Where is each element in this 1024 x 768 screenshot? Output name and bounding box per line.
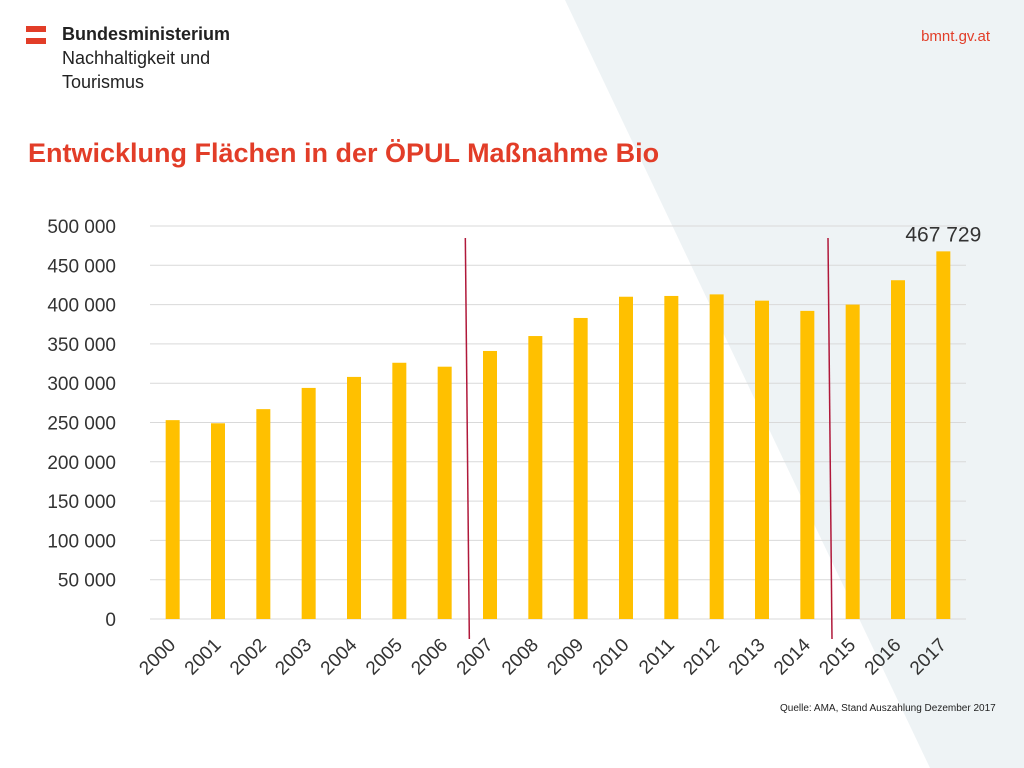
x-tick-label: 2005 — [362, 635, 407, 680]
x-tick-label: 2001 — [181, 635, 226, 680]
bar-2015 — [845, 304, 860, 619]
x-tick-label: 2011 — [635, 635, 679, 679]
bar-2000 — [165, 420, 180, 619]
x-tick-label: 2015 — [815, 635, 860, 680]
bar-2002 — [256, 409, 271, 619]
bar-2007 — [483, 350, 497, 619]
bar-2014 — [800, 310, 815, 619]
bar-2016 — [891, 280, 905, 619]
y-tick-label: 400 000 — [47, 296, 116, 317]
bar-2001 — [211, 423, 225, 619]
bar-2017 — [936, 251, 951, 620]
bar-2011 — [664, 295, 679, 619]
y-tick-label: 100 000 — [47, 531, 116, 552]
x-tick-label: 2014 — [770, 634, 815, 679]
period-divider-line — [827, 237, 833, 640]
website-link[interactable]: bmnt.gv.at — [921, 28, 990, 45]
x-tick-label: 2000 — [135, 635, 180, 680]
x-tick-label: 2010 — [589, 635, 634, 680]
bar-2012 — [709, 294, 724, 619]
bar-2005 — [392, 362, 407, 619]
data-label: 467 729 — [905, 223, 981, 246]
x-tick-label: 2017 — [906, 635, 951, 680]
y-tick-label: 200 000 — [47, 453, 116, 474]
bar-2003 — [301, 387, 316, 619]
chart-title: Entwicklung Flächen in der ÖPUL Maßnahme… — [28, 138, 660, 168]
x-tick-label: 2013 — [725, 635, 770, 680]
ministry-line-3: Tourismus — [62, 72, 145, 92]
bar-2006 — [437, 366, 452, 619]
ministry-name: Bundesministerium Nachhaltigkeit und Tou… — [62, 22, 322, 94]
background-diagonal-panel — [565, 0, 1024, 768]
x-tick-label: 2002 — [226, 635, 271, 680]
y-tick-label: 450 000 — [47, 256, 116, 277]
bar-2004 — [347, 376, 361, 619]
y-tick-label: 50 000 — [58, 571, 116, 592]
bar-2010 — [619, 296, 633, 619]
x-tick-label: 2003 — [271, 635, 316, 680]
y-tick-label: 0 — [105, 610, 116, 631]
y-tick-label: 300 000 — [47, 374, 116, 395]
ministry-line-2: Nachhaltigkeit und — [62, 48, 211, 68]
source-note: Quelle: AMA, Stand Auszahlung Dezember 2… — [780, 703, 996, 714]
x-tick-label: 2004 — [317, 634, 362, 679]
ministry-line-1: Bundesministerium — [62, 24, 231, 44]
bar-2009 — [573, 317, 588, 619]
bar-2013 — [755, 300, 769, 619]
austria-flag-icon — [26, 26, 46, 44]
period-divider-line — [464, 237, 471, 640]
x-tick-label: 2016 — [861, 635, 906, 680]
bar-2008 — [528, 336, 543, 619]
x-tick-label: 2006 — [407, 635, 452, 680]
x-tick-label: 2012 — [679, 635, 724, 680]
x-tick-label: 2007 — [453, 635, 498, 680]
y-tick-label: 350 000 — [47, 335, 116, 356]
y-tick-label: 250 000 — [47, 414, 116, 435]
x-tick-label: 2009 — [543, 635, 588, 680]
y-tick-label: 500 000 — [47, 217, 116, 238]
x-tick-label: 2008 — [498, 635, 543, 680]
y-tick-label: 150 000 — [47, 492, 116, 513]
